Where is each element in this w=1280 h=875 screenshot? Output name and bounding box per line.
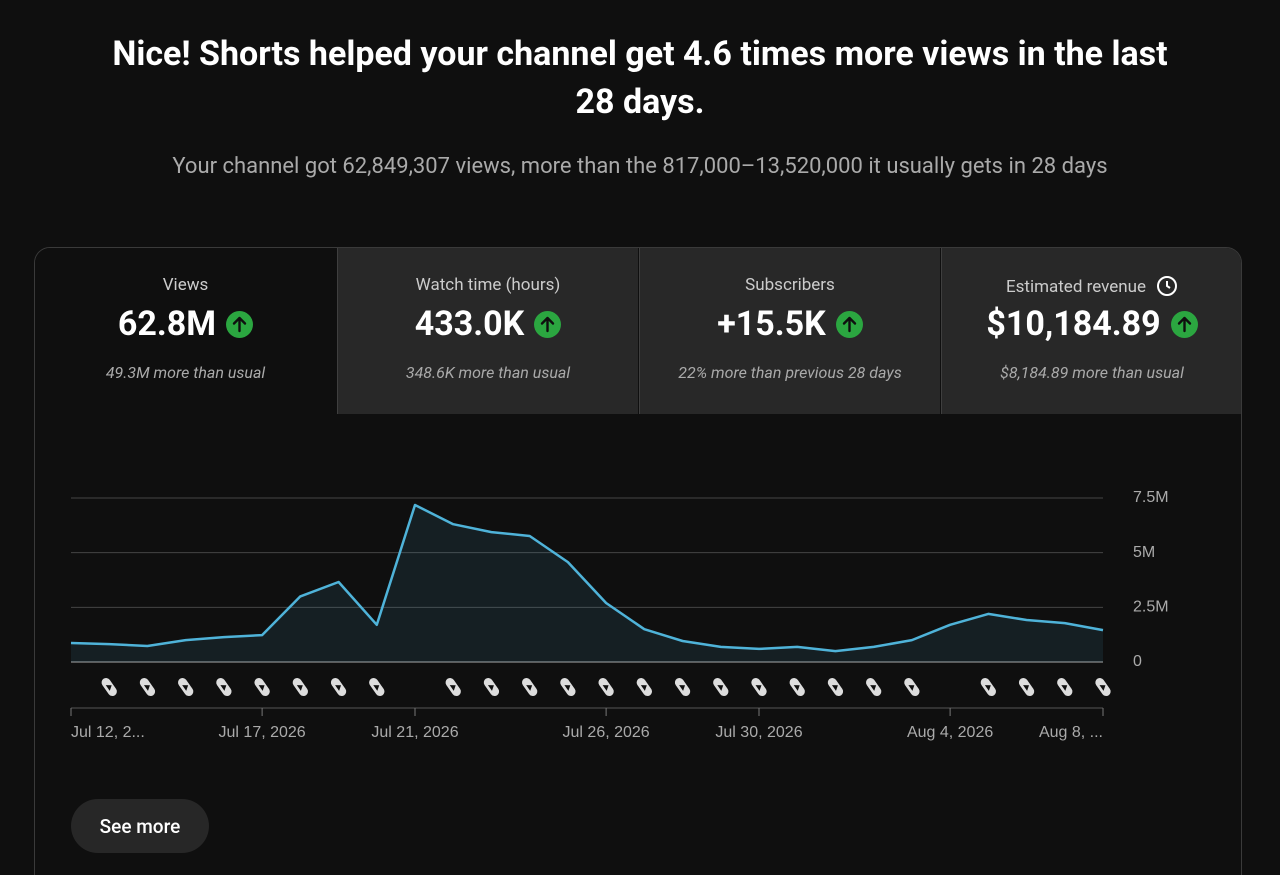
shorts-icon-part [717,685,724,691]
metric-value-row: 433.0K [338,304,638,344]
metric-label-row: Subscribers [640,275,940,295]
line [70,503,1104,653]
chart: 0 2.5M 5M 7.5M Jul 12, 2... Jul 17, 2026 Jul 2… [70,489,1169,741]
metric-tab[interactable]: Views 62.8M 49.3M more than usual [35,248,336,414]
shorts-icon [254,677,270,697]
shorts-icon-part [984,685,991,691]
shorts-icon [483,677,500,697]
x-tick-label: Jul 21, 2026 [371,724,458,741]
metric-label: Watch time (hours) [415,275,561,295]
see-more-button[interactable]: See more [71,799,209,853]
shorts-icon [980,677,996,697]
shorts-icon-part [220,685,227,691]
shorts-icon [866,677,882,697]
metric-label: Views [162,275,209,295]
shorts-icon-part [258,685,265,691]
x-tick-label: Jul 12, 2... [71,724,145,741]
shorts-icon-part [1099,685,1106,691]
subheadline: Your channel got 62,849,307 views, more … [172,154,1108,179]
shorts-icon [598,677,614,697]
shorts-icon [560,677,576,697]
shorts-icon-part [1023,685,1030,691]
shorts-icon-part [526,685,533,691]
shorts-icon-part [449,685,456,691]
shorts-icon-part [793,685,800,691]
shorts-icon-part [487,685,494,691]
shorts-icon-part [640,685,647,691]
metric-value-row: 62.8M [35,304,336,344]
metric-value: 433.0K [414,304,525,344]
headline: Nice! Shorts helped your channel get 4.6… [112,34,1168,122]
metric-value-row: +15.5K [640,304,940,344]
shorts-icon-part [335,685,342,691]
up-icon [1170,310,1198,338]
shorts-icon [636,677,652,697]
metric-label: Subscribers [745,275,835,295]
metric-value: 62.8M [117,304,217,344]
shorts-icon-part [296,685,303,691]
metric-label-row: Watch time (hours) [338,275,638,295]
x-tick-label: Jul 26, 2026 [563,724,650,741]
metrics-card: Views 62.8M 49.3M more than usual Watch tim… [34,247,1242,875]
metric-value-row: $10,184.89 [942,304,1241,344]
shorts-icon [522,677,538,697]
clock-icon [1157,276,1178,296]
shorts-icon-part [755,685,762,691]
metric-note: 49.3M more than usual [105,363,266,382]
up-icon [534,310,562,338]
metric-note: 22% more than previous 28 days [678,363,902,382]
metric-note: $8,184.89 more than usual [1000,363,1184,382]
metric-label-row: Views [35,275,336,295]
x-tick-label: Jul 30, 2026 [715,724,802,741]
metric-tab[interactable]: Subscribers +15.5K 22% more than previous … [639,248,940,414]
metric-tab[interactable]: Estimated revenue $10,184.89 $8,184.89 mor… [941,248,1241,414]
shorts-icon-part [182,685,189,691]
x-tick-label: Aug 4, 2026 [907,724,993,741]
metric-tab[interactable]: Watch time (hours) 433.0K 348.6K more than… [337,248,638,414]
shorts-icon [1095,677,1111,697]
shorts-icon [789,677,805,697]
metric-label-row: Estimated revenue [942,275,1241,297]
shorts-icon-part [831,685,838,691]
shorts-icon [101,677,117,697]
metric-value: $10,184.89 [986,304,1161,344]
metric-label: Estimated revenue [1005,277,1147,297]
shorts-icon [330,677,347,697]
up-icon [835,310,863,338]
y-tick-label: 7.5M [1133,489,1169,506]
shorts-icon [139,677,156,697]
shorts-icon-part [105,685,112,691]
up-icon [226,310,254,338]
shorts-icon [369,677,385,697]
shorts-icon [827,677,844,697]
shorts-icon-part [564,685,571,691]
shorts-icon-part [373,685,380,691]
metric-note: 348.6K more than usual [405,363,571,382]
x-tick-label: Jul 17, 2026 [219,724,306,741]
shorts-icon [751,677,767,697]
shorts-icon-part [1061,685,1068,691]
shorts-icon [904,677,920,697]
shorts-icon-part [908,685,915,691]
shorts-icon [216,677,232,697]
shorts-icon [713,677,729,697]
shorts-icon [674,677,691,697]
shorts-icon [178,677,194,697]
shorts-icon-part [143,685,150,691]
shorts-icon [1018,677,1035,697]
shorts-icon-part [870,685,877,691]
metric-value: +15.5K [717,304,826,344]
x-tick-label: Aug 8, ... [1039,724,1103,741]
shorts-icon [1057,677,1073,697]
shorts-icon [292,677,308,697]
shorts-icon [445,677,461,697]
shorts-icon-part [602,685,609,691]
shorts-icon-part [679,685,686,691]
y-tick-label: 5M [1133,544,1155,561]
y-tick-label: 2.5M [1133,599,1169,616]
y-tick-label: 0 [1133,653,1142,670]
